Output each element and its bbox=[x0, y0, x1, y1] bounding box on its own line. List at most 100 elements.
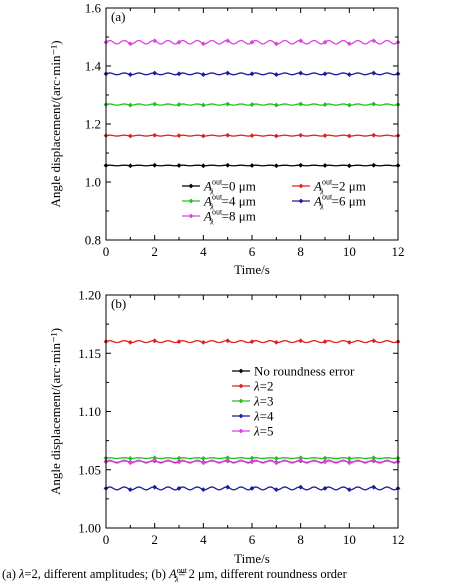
caption-b-symbol: A bbox=[169, 567, 177, 582]
legend-label: λ=5 bbox=[253, 424, 273, 439]
data-point bbox=[346, 102, 352, 108]
legend-marker bbox=[188, 198, 194, 204]
y-tick-label: 1.10 bbox=[78, 404, 101, 419]
data-point bbox=[298, 162, 304, 168]
data-point bbox=[273, 41, 279, 47]
data-point bbox=[346, 487, 352, 493]
data-point bbox=[371, 70, 377, 76]
x-tick-label: 10 bbox=[343, 532, 356, 547]
data-point bbox=[346, 41, 352, 47]
data-point bbox=[225, 162, 231, 168]
x-tick-label: 4 bbox=[200, 532, 207, 547]
panel-label: (a) bbox=[111, 9, 125, 24]
legend-marker bbox=[238, 383, 244, 389]
data-point bbox=[322, 455, 328, 461]
y-axis-label: Angle displacement/(arc·min⁻¹) bbox=[48, 40, 63, 207]
y-tick-label: 1.15 bbox=[78, 346, 101, 361]
data-point bbox=[176, 459, 182, 464]
data-point bbox=[298, 70, 304, 76]
data-point bbox=[322, 339, 328, 344]
data-point bbox=[225, 101, 231, 107]
data-point bbox=[273, 133, 279, 139]
legend: Aout λ =0 μm Aout λ =2 μm Aout λ =4 μm Aout λ =6 μm… bbox=[182, 178, 366, 227]
data-point bbox=[249, 39, 255, 45]
caption-b-sup: out bbox=[176, 566, 187, 575]
data-point bbox=[273, 102, 279, 108]
data-point bbox=[200, 163, 206, 169]
data-point bbox=[322, 102, 328, 107]
data-point bbox=[152, 132, 158, 138]
data-point bbox=[152, 38, 158, 44]
data-point bbox=[152, 162, 158, 168]
data-point bbox=[176, 133, 182, 138]
data-point bbox=[346, 460, 352, 466]
x-tick-label: 4 bbox=[200, 244, 207, 259]
legend-marker bbox=[238, 368, 244, 374]
data-point bbox=[346, 340, 352, 345]
legend-marker bbox=[238, 428, 244, 434]
series-3 bbox=[103, 70, 401, 77]
data-point bbox=[225, 132, 231, 138]
data-point bbox=[127, 133, 133, 139]
data-point bbox=[127, 340, 133, 345]
panel-label: (b) bbox=[111, 296, 126, 311]
data-point bbox=[176, 485, 182, 491]
caption-b-text: = 2 μm, different roundness order bbox=[178, 567, 347, 582]
x-tick-label: 8 bbox=[297, 244, 304, 259]
data-point bbox=[200, 41, 206, 47]
y-tick-label: 1.6 bbox=[85, 1, 102, 16]
x-tick-label: 6 bbox=[249, 244, 256, 259]
data-point bbox=[127, 487, 133, 493]
data-point bbox=[200, 72, 206, 77]
data-point bbox=[176, 39, 182, 45]
data-point bbox=[225, 38, 231, 44]
data-point bbox=[371, 484, 377, 490]
data-point bbox=[298, 484, 304, 490]
x-tick-label: 6 bbox=[249, 532, 256, 547]
data-point bbox=[273, 456, 279, 461]
data-point bbox=[371, 457, 377, 463]
data-point bbox=[298, 338, 304, 344]
data-point bbox=[200, 460, 206, 466]
series-2 bbox=[103, 101, 401, 108]
legend-label: Aout λ =8 μm bbox=[203, 208, 256, 227]
legend-label: Aout λ =0 μm bbox=[203, 178, 256, 197]
x-tick-label: 10 bbox=[343, 244, 356, 259]
data-point bbox=[346, 72, 352, 77]
data-point bbox=[176, 339, 182, 344]
data-point bbox=[346, 133, 352, 139]
x-tick-label: 2 bbox=[151, 244, 158, 259]
data-point bbox=[249, 339, 255, 344]
data-point bbox=[298, 101, 304, 107]
data-point bbox=[346, 456, 352, 461]
data-point bbox=[200, 102, 206, 108]
legend-label: λ=4 bbox=[253, 409, 274, 424]
y-tick-label: 1.0 bbox=[85, 175, 101, 190]
legend-label: Aout λ =2 μm bbox=[313, 178, 366, 197]
data-point bbox=[371, 101, 377, 107]
legend-label: No roundness error bbox=[254, 364, 355, 379]
data-point bbox=[152, 70, 158, 76]
legend-marker bbox=[188, 183, 194, 189]
y-axis-label: Angle displacement/(arc·min⁻¹) bbox=[48, 328, 63, 495]
legend-label: Aout λ =6 μm bbox=[313, 193, 366, 212]
legend-marker bbox=[238, 413, 244, 419]
data-point bbox=[273, 72, 279, 77]
data-point bbox=[346, 163, 352, 169]
data-point bbox=[225, 338, 231, 344]
plot-frame bbox=[105, 294, 399, 529]
data-point bbox=[249, 163, 255, 168]
data-point bbox=[127, 460, 133, 466]
series-1 bbox=[103, 132, 401, 139]
x-tick-label: 2 bbox=[151, 532, 158, 547]
data-point bbox=[152, 455, 158, 461]
x-axis-label: Time/s bbox=[234, 262, 270, 277]
y-tick-label: 0.8 bbox=[85, 233, 101, 248]
y-tick-label: 1.00 bbox=[78, 521, 101, 536]
data-point bbox=[298, 132, 304, 138]
y-tick-label: 1.05 bbox=[78, 462, 101, 477]
data-point bbox=[322, 71, 328, 77]
legend-marker bbox=[238, 398, 244, 404]
legend-marker bbox=[188, 213, 194, 219]
